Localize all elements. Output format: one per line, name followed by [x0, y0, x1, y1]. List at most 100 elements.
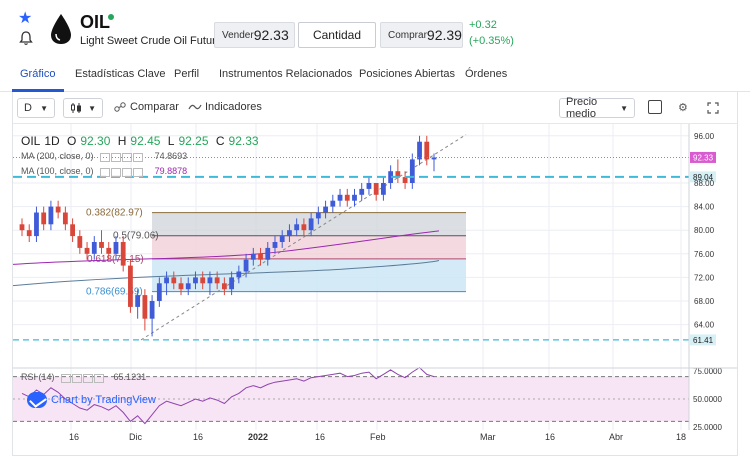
- rsi-band: [13, 376, 689, 422]
- candle-body: [207, 277, 213, 284]
- rsi-controls[interactable]: [61, 373, 105, 383]
- price-type-select[interactable]: Precio medio ▼: [559, 96, 635, 120]
- current-price-tag: 92.33: [693, 153, 714, 162]
- time-label-year: 2022: [248, 432, 269, 442]
- tab-grafico[interactable]: Gráfico: [20, 68, 56, 80]
- symbol-title: OIL: [80, 12, 110, 32]
- tab-perfil[interactable]: Perfil: [174, 68, 200, 80]
- interval-select[interactable]: D ▼: [17, 98, 55, 118]
- candle-body: [84, 247, 90, 254]
- rsi-tick-label: 75.0000: [693, 367, 722, 376]
- price-axis: 96.00 88.00 84.00 80.00 76.00 72.00 68.00 64.00: [13, 124, 737, 430]
- compare-button[interactable]: Comparar: [130, 101, 179, 113]
- fullscreen-toggle-checkbox[interactable]: [648, 100, 662, 114]
- candle-body: [77, 236, 83, 248]
- symbol-description: Light Sweet Crude Oil Futures: [80, 35, 228, 47]
- ma200-controls[interactable]: [100, 152, 144, 162]
- candle-body: [258, 253, 263, 260]
- level-tag-89-bg: [690, 171, 716, 183]
- candle-body: [250, 253, 256, 260]
- c-label: C: [215, 134, 225, 148]
- tradingview-icon: [27, 392, 47, 408]
- ma200-line: [13, 259, 440, 287]
- ma100-controls[interactable]: [100, 167, 144, 177]
- compare-icon[interactable]: [113, 101, 127, 113]
- candle-body: [424, 141, 430, 160]
- price-chart[interactable]: 0.382(82.97) 0.5(79.06) 0.618(75.15) 0.786(…: [13, 124, 737, 456]
- tradingview-watermark[interactable]: Chart by TradingView: [27, 391, 156, 409]
- tab-ordenes[interactable]: Órdenes: [465, 68, 508, 80]
- rsi-value: 65.1231: [113, 372, 147, 382]
- legend-interval: 1D: [44, 134, 60, 148]
- candle-body: [359, 188, 365, 195]
- expand-icon[interactable]: [707, 102, 719, 114]
- gear-icon[interactable]: ⚙: [678, 102, 688, 114]
- tradingview-watermark-text: Chart by TradingView: [51, 394, 156, 406]
- candle-body: [48, 206, 54, 225]
- candle-body: [164, 277, 169, 284]
- bell-icon[interactable]: [18, 30, 34, 46]
- sell-label: Vender: [222, 29, 254, 41]
- price-change: +0.32: [469, 19, 497, 31]
- candle-body: [156, 283, 162, 301]
- candle-body: [200, 277, 206, 284]
- sell-price: 92.33: [253, 27, 289, 43]
- star-icon[interactable]: ★: [18, 10, 33, 27]
- fib-level-label: 0.5(79.06): [113, 231, 159, 242]
- ma100-value: 79.8878: [154, 166, 188, 176]
- indicators-button[interactable]: Indicadores: [205, 101, 262, 113]
- candle-body: [106, 247, 112, 254]
- price-tick-label: 64.00: [694, 321, 715, 330]
- ma100-label: MA (100, close, 0): [21, 166, 94, 176]
- candle-body: [417, 141, 422, 160]
- level-tag-89: 89.04: [693, 173, 714, 182]
- quantity-input[interactable]: Cantidad: [298, 22, 376, 48]
- candle-body: [26, 230, 32, 237]
- chart-toolbar: D ▼ ▼ Comparar Indicadores Precio medio …: [13, 92, 737, 124]
- candle-body: [381, 183, 386, 195]
- tab-posiciones-abiertas[interactable]: Posiciones Abiertas: [359, 68, 455, 80]
- level-tag-61: 61.41: [693, 336, 714, 345]
- candle-body: [395, 171, 401, 178]
- candle-body: [323, 206, 328, 213]
- fib-level-label: 0.786(69.59): [86, 287, 143, 298]
- rsi-line: [21, 366, 435, 425]
- time-label: Mar: [480, 432, 496, 442]
- oil-drop-logo: [51, 14, 71, 44]
- buy-button[interactable]: Comprar 92.39: [380, 22, 463, 48]
- level-tag-61-bg: [690, 334, 716, 346]
- sell-button[interactable]: Vender 92.33: [214, 22, 295, 48]
- tab-bar: Gráfico Estadísticas Clave Perfil Instru…: [0, 60, 750, 92]
- price-tick-label: 76.00: [694, 250, 715, 259]
- open-value: 92.30: [80, 134, 111, 148]
- ma100-legend[interactable]: MA (100, close, 0) 79.8878: [21, 166, 187, 177]
- candle-body: [402, 177, 408, 183]
- active-tab-indicator: [12, 89, 64, 92]
- candle-body: [301, 224, 307, 231]
- time-label: Abr: [609, 432, 624, 442]
- indicators-icon[interactable]: [188, 102, 202, 112]
- candle-body: [236, 271, 242, 278]
- rsi-pane: 75.0000 50.0000 25.0000: [13, 366, 722, 432]
- chart-widget: D ▼ ▼ Comparar Indicadores Precio medio …: [12, 92, 738, 456]
- candle-body: [135, 295, 141, 307]
- candle-body: [171, 277, 177, 284]
- high-value: 92.45: [130, 134, 161, 148]
- candle-body: [214, 277, 220, 284]
- candle-body: [431, 157, 437, 160]
- candle-body: [366, 183, 372, 189]
- tab-instrumentos-relacionados[interactable]: Instrumentos Relacionados: [219, 68, 353, 80]
- candle-body: [185, 283, 191, 290]
- time-label: 16: [545, 432, 556, 442]
- tab-estadisticas-clave[interactable]: Estadísticas Clave: [75, 68, 166, 80]
- fib-level-label: 0.618(75.15): [87, 254, 144, 265]
- candle-body: [70, 224, 75, 237]
- price-tick-label: 68.00: [694, 297, 715, 306]
- time-label: Feb: [370, 432, 386, 442]
- rsi-legend[interactable]: RSI (14) 65.1231: [21, 372, 146, 383]
- chart-type-select[interactable]: ▼: [63, 98, 103, 118]
- time-label: 16: [315, 432, 326, 442]
- ma200-legend[interactable]: MA (200, close, 0) 74.8693: [21, 151, 187, 162]
- h-label: H: [117, 134, 127, 148]
- ohlc-legend: OIL 1D O 92.30 H 92.45 L 92.25 C 92.33: [21, 134, 263, 148]
